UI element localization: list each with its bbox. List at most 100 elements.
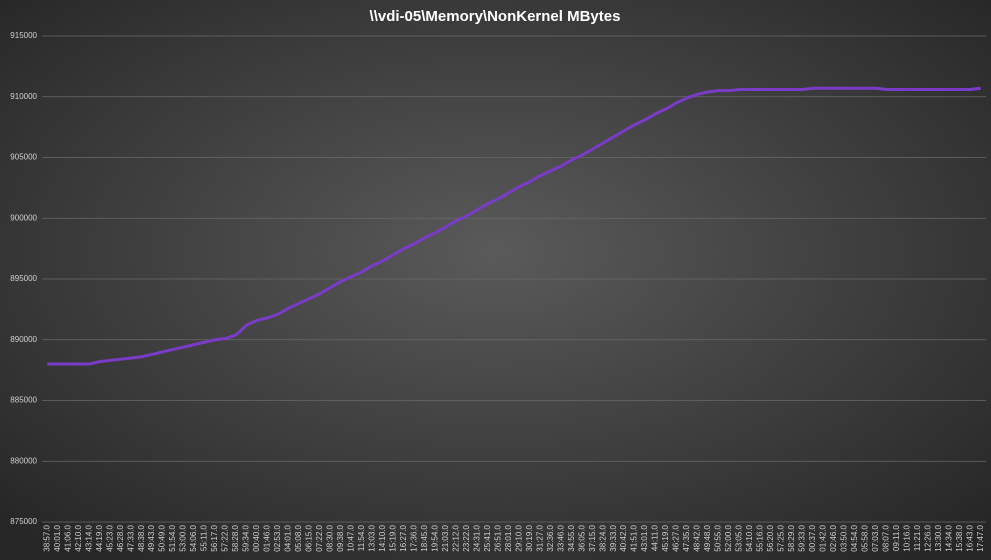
y-tick-label: 885000: [10, 396, 37, 405]
x-tick-label: 14:34.0: [944, 524, 953, 551]
y-tick-label: 875000: [10, 517, 37, 526]
x-tick-label: 38:24.0: [598, 524, 607, 551]
x-tick-label: 17:36.0: [409, 524, 418, 551]
x-tick-label: 40:01.0: [53, 524, 62, 551]
x-tick-label: 04:01.0: [284, 524, 293, 551]
x-tick-label: 08:30.0: [326, 524, 335, 551]
x-tick-label: 42:10.0: [74, 524, 83, 551]
y-tick-label: 915000: [10, 31, 37, 40]
x-tick-label: 57:22.0: [221, 524, 230, 551]
x-tick-label: 34:55.0: [567, 524, 576, 551]
x-tick-label: 04:54.0: [850, 524, 859, 551]
x-tick-label: 10:16.0: [902, 524, 911, 551]
x-tick-label: 43:01.0: [640, 524, 649, 551]
x-tick-label: 47:33.0: [126, 524, 135, 551]
y-tick-label: 910000: [10, 92, 37, 101]
y-tick-label: 905000: [10, 153, 37, 162]
x-tick-label: 05:08.0: [294, 524, 303, 551]
x-tick-label: 24:31.0: [472, 524, 481, 551]
x-tick-label: 25:41.0: [483, 524, 492, 551]
y-tick-label: 890000: [10, 335, 37, 344]
x-tick-label: 44:19.0: [95, 524, 104, 551]
x-tick-label: 46:28.0: [116, 524, 125, 551]
x-tick-label: 15:38.0: [955, 524, 964, 551]
x-tick-label: 00:37.0: [808, 524, 817, 551]
x-tick-label: 12:26.0: [923, 524, 932, 551]
x-tick-label: 58:29.0: [787, 524, 796, 551]
x-tick-label: 56:17.0: [210, 524, 219, 551]
x-tick-label: 54:06.0: [189, 524, 198, 551]
x-tick-label: 03:50.0: [840, 524, 849, 551]
x-tick-label: 17:47.0: [976, 524, 985, 551]
x-tick-label: 55:11.0: [200, 524, 209, 551]
x-tick-label: 02:46.0: [829, 524, 838, 551]
x-tick-label: 56:20.0: [766, 524, 775, 551]
x-tick-label: 53:05.0: [735, 524, 744, 551]
x-tick-label: 29:10.0: [514, 524, 523, 551]
x-tick-label: 41:51.0: [630, 524, 639, 551]
x-tick-label: 58:28.0: [231, 524, 240, 551]
x-tick-label: 48:42.0: [693, 524, 702, 551]
x-tick-label: 05:58.0: [860, 524, 869, 551]
x-tick-label: 16:27.0: [399, 524, 408, 551]
chart-title: \\vdi-05\Memory\NonKernel MBytes: [370, 8, 621, 25]
x-tick-label: 09:11.0: [892, 524, 901, 551]
x-tick-label: 28:01.0: [504, 524, 513, 551]
x-tick-label: 45:23.0: [105, 524, 114, 551]
x-tick-label: 57:25.0: [777, 524, 786, 551]
x-tick-label: 00:40.0: [252, 524, 261, 551]
x-tick-label: 13:30.0: [934, 524, 943, 551]
x-tick-label: 41:06.0: [63, 524, 72, 551]
x-tick-label: 48:38.0: [137, 524, 146, 551]
x-tick-label: 07:03.0: [871, 524, 880, 551]
x-tick-label: 23:22.0: [462, 524, 471, 551]
x-tick-label: 26:51.0: [493, 524, 502, 551]
x-tick-label: 49:48.0: [703, 524, 712, 551]
x-tick-label: 46:27.0: [672, 524, 681, 551]
x-tick-label: 33:46.0: [556, 524, 565, 551]
x-tick-label: 45:19.0: [661, 524, 670, 551]
x-tick-label: 18:45.0: [420, 524, 429, 551]
x-tick-label: 31:27.0: [535, 524, 544, 551]
x-tick-label: 07:22.0: [315, 524, 324, 551]
x-tick-label: 44:11.0: [651, 524, 660, 551]
x-tick-label: 13:03.0: [368, 524, 377, 551]
x-tick-label: 08:07.0: [881, 524, 890, 551]
x-tick-label: 01:42.0: [819, 524, 828, 551]
x-tick-label: 09:38.0: [336, 524, 345, 551]
x-tick-label: 43:14.0: [84, 524, 93, 551]
x-tick-label: 14:10.0: [378, 524, 387, 551]
x-tick-label: 50:55.0: [714, 524, 723, 551]
x-tick-label: 52:00.0: [724, 524, 733, 551]
x-tick-label: 39:33.0: [609, 524, 618, 551]
x-tick-label: 02:53.0: [273, 524, 282, 551]
x-tick-label: 51:54.0: [168, 524, 177, 551]
x-tick-label: 49:43.0: [147, 524, 156, 551]
y-tick-label: 880000: [10, 456, 37, 465]
x-tick-label: 19:54.0: [430, 524, 439, 551]
data-line: [47, 86, 981, 366]
y-tick-label: 900000: [10, 213, 37, 222]
x-tick-label: 22:12.0: [451, 524, 460, 551]
x-tick-label: 50:49.0: [158, 524, 167, 551]
x-tick-label: 55:16.0: [756, 524, 765, 551]
x-tick-label: 38:57.0: [42, 524, 51, 551]
x-tick-label: 30:19.0: [525, 524, 534, 551]
x-tick-label: 06:15.0: [305, 524, 314, 551]
x-tick-label: 47:35.0: [682, 524, 691, 551]
x-tick-label: 53:00.0: [179, 524, 188, 551]
x-tick-label: 54:10.0: [745, 524, 754, 551]
x-tick-label: 40:42.0: [619, 524, 628, 551]
x-tick-label: 21:03.0: [441, 524, 450, 551]
y-tick-label: 895000: [10, 274, 37, 283]
x-tick-label: 37:15.0: [588, 524, 597, 551]
x-tick-label: 10:47.0: [347, 524, 356, 551]
x-tick-label: 32:36.0: [546, 524, 555, 551]
x-tick-label: 11:21.0: [913, 524, 922, 551]
x-tick-label: 11:54.0: [357, 524, 366, 551]
x-tick-label: 36:05.0: [577, 524, 586, 551]
x-tick-label: 16:43.0: [965, 524, 974, 551]
x-tick-label: 59:34.0: [242, 524, 251, 551]
